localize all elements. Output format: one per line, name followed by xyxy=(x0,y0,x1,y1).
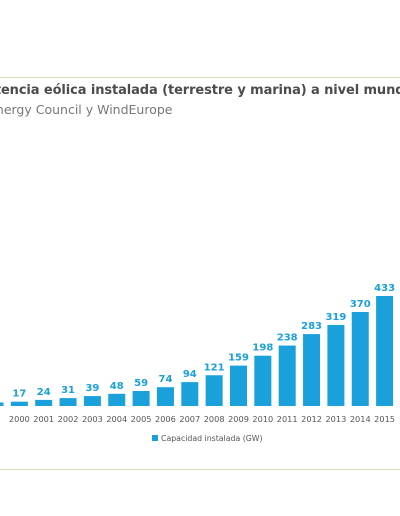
bar-2000 xyxy=(10,401,28,406)
x-tick-label-2007: 2007 xyxy=(179,414,200,424)
bottom-divider xyxy=(0,469,400,470)
x-tick-label-2014: 2014 xyxy=(350,414,371,424)
bar-2005 xyxy=(132,391,150,406)
x-tick-label-2006: 2006 xyxy=(155,414,176,424)
bar-2012 xyxy=(303,334,321,406)
data-label-2005: 59 xyxy=(134,378,148,389)
bar-2013 xyxy=(327,324,345,406)
data-label-2002: 31 xyxy=(61,385,75,396)
data-label-2013: 319 xyxy=(325,312,346,323)
bar-2014 xyxy=(351,312,369,406)
bar-2001 xyxy=(35,399,53,406)
data-label-2003: 39 xyxy=(85,383,99,394)
data-label-2010: 198 xyxy=(252,343,273,354)
legend-label: Capacidad instalada (GW) xyxy=(161,434,263,443)
bar-2015 xyxy=(376,296,394,406)
data-label-2015: 433 xyxy=(374,283,395,294)
bar-2011 xyxy=(278,345,296,406)
bar-2002 xyxy=(59,398,77,406)
x-tick-label-2012: 2012 xyxy=(301,414,322,424)
x-tick-label-2009: 2009 xyxy=(228,414,249,424)
data-label-2007: 94 xyxy=(183,369,197,380)
x-tick-label-2002: 2002 xyxy=(58,414,79,424)
data-label-2000: 17 xyxy=(12,389,26,400)
data-label-2009: 159 xyxy=(228,353,249,364)
x-tick-label-2001: 2001 xyxy=(33,414,54,424)
data-label-2014: 370 xyxy=(350,299,371,310)
data-label-2006: 74 xyxy=(158,374,172,385)
bar-2009 xyxy=(230,365,247,406)
x-tick-label-2010: 2010 xyxy=(252,414,273,424)
x-tick-label-2013: 2013 xyxy=(325,414,346,424)
data-label-2011: 238 xyxy=(277,333,298,344)
bar-2007 xyxy=(181,382,199,406)
bar-2006 xyxy=(156,387,174,406)
bar-2004 xyxy=(108,393,126,406)
x-tick-label-2015: 2015 xyxy=(374,414,395,424)
x-tick-label-2005: 2005 xyxy=(131,414,152,424)
x-tick-label-2008: 2008 xyxy=(204,414,225,424)
legend-swatch xyxy=(152,435,158,441)
data-label-2008: 121 xyxy=(204,362,225,373)
top-divider xyxy=(0,77,400,78)
data-label-2004: 48 xyxy=(110,381,124,392)
chart-subtitle: Energy Council y WindEurope xyxy=(0,102,173,117)
x-tick-label-2003: 2003 xyxy=(82,414,103,424)
x-tick-label-2011: 2011 xyxy=(277,414,298,424)
bar-2003 xyxy=(83,396,101,406)
chart-title: otencia eólica instalada (terrestre y ma… xyxy=(0,83,400,98)
bar-2010 xyxy=(254,355,272,406)
x-tick-label-2000: 2000 xyxy=(9,414,30,424)
data-label-2012: 283 xyxy=(301,321,322,332)
bar-2008 xyxy=(205,375,223,406)
data-label-2001: 24 xyxy=(37,387,51,398)
bar-9 xyxy=(0,402,4,406)
x-tick-label-2004: 2004 xyxy=(106,414,127,424)
